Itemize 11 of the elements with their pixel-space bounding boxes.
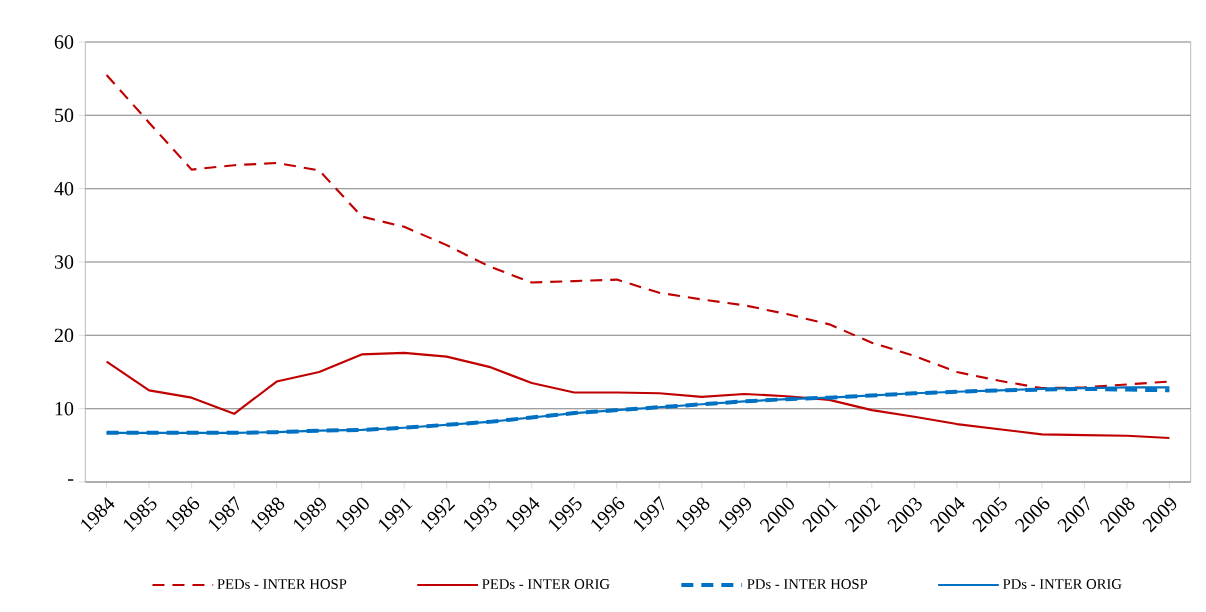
- y-tick-label: 60: [54, 35, 74, 49]
- y-tick-label: 40: [54, 181, 74, 196]
- y-tick-label: -: [68, 479, 74, 481]
- y-tick-label: 50: [55, 108, 74, 123]
- legend-label: PEDs - INTER ORIG: [482, 579, 610, 589]
- legend-label: PDs - INTER HOSP: [747, 579, 868, 589]
- y-tick-label: 10: [55, 401, 74, 416]
- y-tick-label: 30: [54, 255, 74, 269]
- legend-label: PDs - INTER ORIG: [1002, 579, 1122, 589]
- legend-label: PEDs - INTER HOSP: [217, 579, 347, 589]
- y-tick-label: 20: [54, 328, 74, 343]
